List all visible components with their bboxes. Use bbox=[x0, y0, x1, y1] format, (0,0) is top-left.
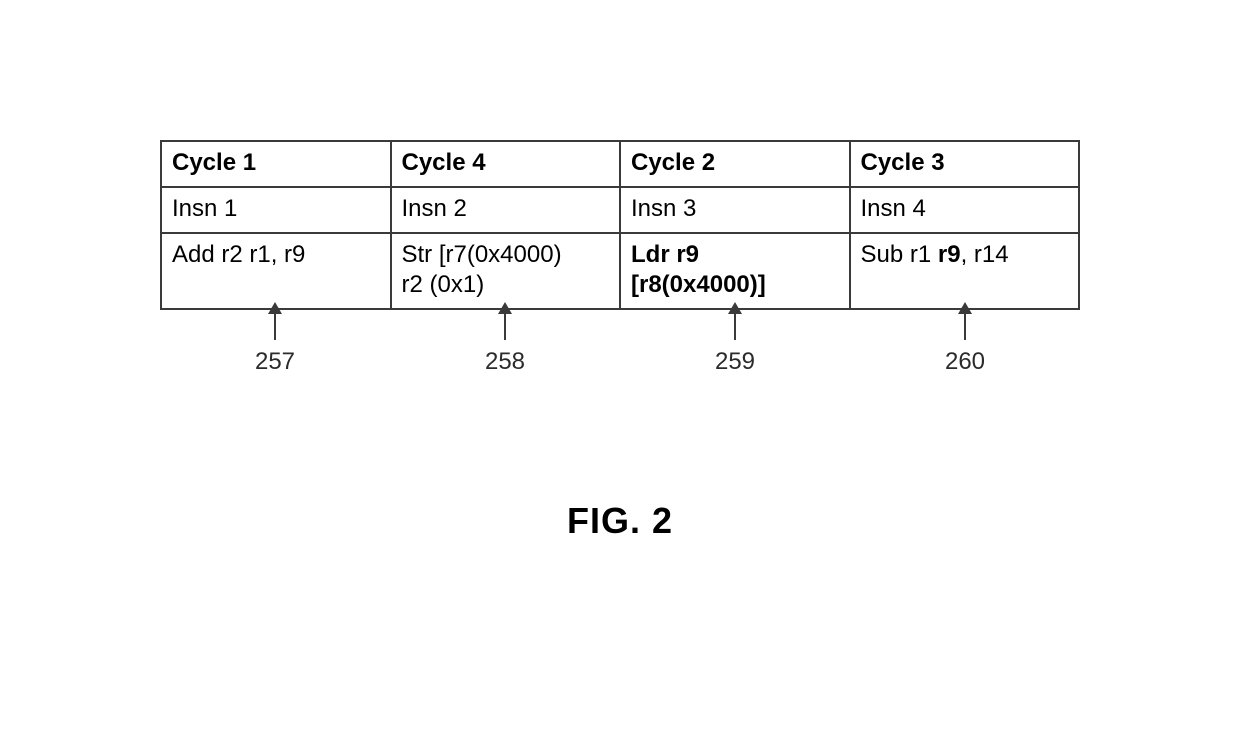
insn-detail-1: Add r2 r1, r9 bbox=[161, 233, 391, 309]
reference-label: 260 bbox=[945, 348, 985, 376]
table-row-header: Cycle 1 Cycle 4 Cycle 2 Cycle 3 bbox=[161, 141, 1079, 187]
table-row-insn: Insn 1 Insn 2 Insn 3 Insn 4 bbox=[161, 187, 1079, 233]
text-segment: Ldr r9 [r8(0x4000)] bbox=[631, 241, 766, 298]
reference-label: 259 bbox=[715, 348, 755, 376]
reference-label: 258 bbox=[485, 348, 525, 376]
text-segment: , r14 bbox=[961, 241, 1009, 268]
cycle-header-3: Cycle 2 bbox=[620, 141, 850, 187]
table-row-detail: Add r2 r1, r9 Str [r7(0x4000) r2 (0x1) L… bbox=[161, 233, 1079, 309]
reference-label: 257 bbox=[255, 348, 295, 376]
insn-detail-3: Ldr r9 [r8(0x4000)] bbox=[620, 233, 850, 309]
cycle-header-1: Cycle 1 bbox=[161, 141, 391, 187]
figure-caption: FIG. 2 bbox=[0, 500, 1240, 542]
insn-label-1: Insn 1 bbox=[161, 187, 391, 233]
cycle-header-2: Cycle 4 bbox=[391, 141, 621, 187]
text-segment: Sub r1 bbox=[861, 241, 938, 268]
text-segment: Add r2 r1, r9 bbox=[172, 241, 305, 268]
insn-label-4: Insn 4 bbox=[850, 187, 1080, 233]
arrow-row bbox=[160, 302, 1080, 342]
cycle-header-4: Cycle 3 bbox=[850, 141, 1080, 187]
insn-detail-4: Sub r1 r9, r14 bbox=[850, 233, 1080, 309]
instruction-table-wrap: Cycle 1 Cycle 4 Cycle 2 Cycle 3 Insn 1 I… bbox=[160, 140, 1080, 310]
text-segment: Str [r7(0x4000) r2 (0x1) bbox=[402, 241, 562, 298]
insn-label-2: Insn 2 bbox=[391, 187, 621, 233]
text-segment: r9 bbox=[938, 241, 961, 268]
insn-detail-2: Str [r7(0x4000) r2 (0x1) bbox=[391, 233, 621, 309]
insn-label-3: Insn 3 bbox=[620, 187, 850, 233]
instruction-table: Cycle 1 Cycle 4 Cycle 2 Cycle 3 Insn 1 I… bbox=[160, 140, 1080, 310]
figure-canvas: Cycle 1 Cycle 4 Cycle 2 Cycle 3 Insn 1 I… bbox=[0, 0, 1240, 736]
